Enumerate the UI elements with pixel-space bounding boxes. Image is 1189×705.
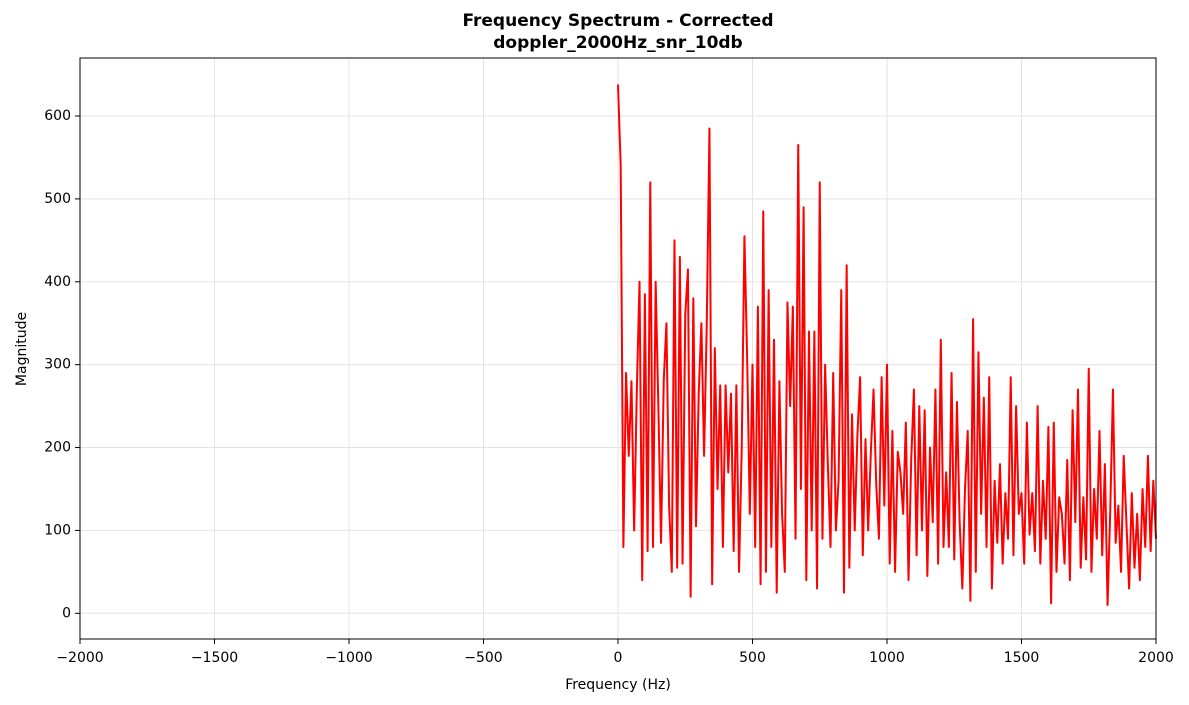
y-tick-label: 100 <box>44 522 71 538</box>
y-tick-label: 0 <box>62 605 71 621</box>
y-axis-label: Magnitude <box>14 312 30 386</box>
x-tick-label: 500 <box>739 650 766 666</box>
x-tick-label: 0 <box>614 650 623 666</box>
y-tick-label: 300 <box>44 357 71 373</box>
x-tick-label: −500 <box>464 650 502 666</box>
plot-frame <box>79 57 1157 640</box>
x-axis-label: Frequency (Hz) <box>565 677 671 693</box>
x-tick-label: −1500 <box>191 650 238 666</box>
chart-subtitle: doppler_2000Hz_snr_10db <box>493 33 742 53</box>
x-tick-label: −1000 <box>325 650 372 666</box>
x-tick-label: 1000 <box>869 650 905 666</box>
y-tick-label: 500 <box>44 191 71 207</box>
x-tick-label: 2000 <box>1138 650 1174 666</box>
y-tick-label: 400 <box>44 274 71 290</box>
y-tick-label: 200 <box>44 440 71 456</box>
x-tick-label: 1500 <box>1004 650 1040 666</box>
y-tick-label: 600 <box>44 108 71 124</box>
x-tick-label: −2000 <box>56 650 103 666</box>
chart-title: Frequency Spectrum - Corrected <box>462 11 773 31</box>
spectrum-line <box>617 84 1157 607</box>
